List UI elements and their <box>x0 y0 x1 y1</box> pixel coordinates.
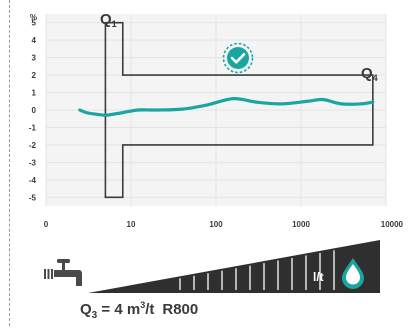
series-layer <box>78 97 375 117</box>
y-tick-label: -5 <box>29 193 37 202</box>
tolerance-envelope-outline <box>104 21 374 199</box>
dashed-margin-line <box>9 0 10 326</box>
tap-body <box>54 270 76 277</box>
tap-icon <box>44 259 82 286</box>
flow-ramp-shape <box>88 240 380 293</box>
y-tick-label: -2 <box>29 141 37 150</box>
y-tick-label: 3 <box>32 54 37 63</box>
drop-inner <box>346 264 360 285</box>
y-tick-label: 0 <box>32 106 37 115</box>
tap-stem <box>62 263 65 270</box>
check-badge-disc <box>227 47 249 69</box>
y-unit-label: % <box>30 13 37 22</box>
y-tick-label: 4 <box>32 36 37 45</box>
x-tick-label: 1000 <box>292 220 310 229</box>
x-tick-label: 100 <box>209 220 223 229</box>
x-tick-label: 10000 <box>381 220 404 229</box>
x-tick-label: 10 <box>127 220 136 229</box>
check-badge-dashed-ring <box>222 42 254 74</box>
drop-icon <box>342 258 364 289</box>
y-tick-label: -1 <box>29 123 37 132</box>
check-mark <box>230 53 246 64</box>
q1-label: Q1 <box>100 11 117 29</box>
caption-unit-sup: 3 <box>140 300 146 310</box>
caption-q3-sub: 3 <box>91 310 98 321</box>
check-badge-icon <box>222 42 254 74</box>
tap-wall-bar-3 <box>51 269 53 279</box>
y-tick-label: -4 <box>29 176 37 185</box>
flow-caption: Q3 = 4 m3/t R800 <box>80 300 198 321</box>
y-tick-label: -3 <box>29 158 37 167</box>
y-tick-label: 5 <box>32 19 37 28</box>
y-tick-label: 2 <box>32 71 37 80</box>
x-tick-labels: 0 10 100 1000 10000 <box>44 220 404 229</box>
q4-label: Q4 <box>361 65 378 83</box>
tolerance-envelope <box>104 21 374 199</box>
x-tick-label: 0 <box>44 220 49 229</box>
tap-spout <box>70 270 82 286</box>
ramp-unit-label: l/t <box>313 270 324 284</box>
grid-lines <box>45 14 387 206</box>
tap-wall-bar-1 <box>44 269 46 279</box>
caption-unit-rest: /t <box>145 301 155 318</box>
series-line <box>78 97 375 117</box>
tap-handle <box>57 259 70 263</box>
caption-q3-value: = 4 m <box>97 301 141 318</box>
y-tick-label: 1 <box>32 89 37 98</box>
y-tick-labels: 5 4 3 2 1 0 -1 -2 -3 -4 -5 <box>29 19 37 203</box>
tap-wall-bar-2 <box>47 269 50 279</box>
flow-ramp <box>88 240 380 293</box>
caption-model: R800 <box>162 301 199 318</box>
caption-q3: Q <box>80 301 92 318</box>
